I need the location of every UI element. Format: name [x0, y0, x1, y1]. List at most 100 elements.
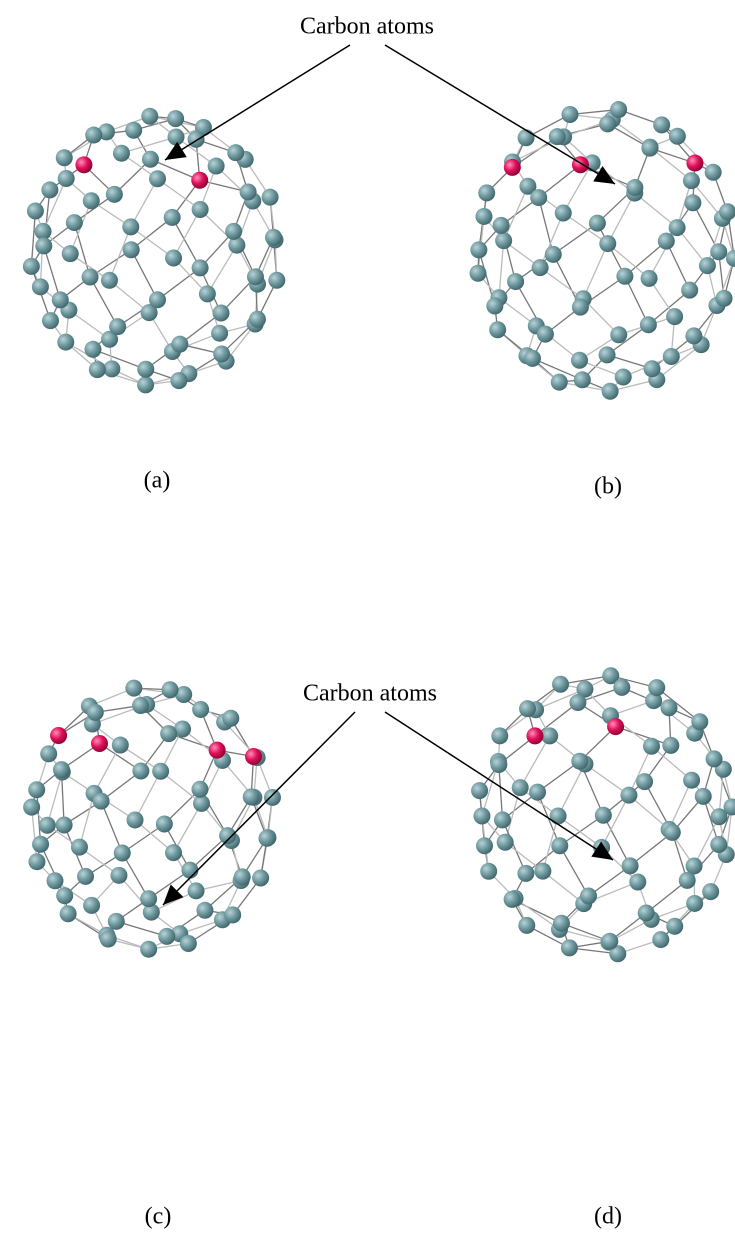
highlighted-atom	[191, 172, 208, 189]
atom	[640, 316, 657, 333]
atom	[149, 170, 166, 187]
atom	[28, 853, 45, 870]
arrow-head	[165, 142, 187, 160]
atom	[629, 874, 646, 891]
atom	[108, 913, 125, 930]
atom	[41, 181, 58, 198]
figure: Carbon atoms Carbon atoms (a) (b) (c) (d…	[0, 0, 735, 1247]
atom	[247, 268, 264, 285]
arrow-line	[165, 45, 350, 160]
atom	[32, 836, 49, 853]
atom	[162, 681, 179, 698]
highlighted-atom	[526, 727, 543, 744]
atom	[199, 285, 216, 302]
atom	[83, 192, 100, 209]
atom	[156, 815, 173, 832]
atom	[208, 158, 225, 175]
atom	[669, 128, 686, 145]
atom	[106, 186, 123, 203]
highlighted-atom	[607, 718, 624, 735]
atom	[494, 811, 511, 828]
atom	[158, 928, 175, 945]
atom	[684, 194, 701, 211]
atom	[53, 761, 70, 778]
atom	[683, 172, 700, 189]
atom	[710, 243, 727, 260]
molecule	[471, 667, 735, 962]
atom	[571, 352, 588, 369]
atom	[518, 917, 535, 934]
atom	[192, 701, 209, 718]
highlighted-atom	[91, 735, 108, 752]
atom	[726, 250, 735, 267]
panel-label: (a)	[144, 468, 171, 494]
atom	[264, 789, 281, 806]
atom	[706, 750, 723, 767]
atom	[125, 122, 142, 139]
atom	[35, 237, 52, 254]
atom	[83, 897, 100, 914]
atom	[486, 297, 503, 314]
panel-label: (c)	[145, 1204, 172, 1230]
atom	[491, 727, 508, 744]
atom	[58, 170, 75, 187]
atom	[470, 241, 487, 258]
atom	[243, 788, 260, 805]
atom	[602, 383, 619, 400]
atom	[666, 918, 683, 935]
bond	[504, 186, 528, 240]
atom	[42, 312, 59, 329]
atom	[653, 116, 670, 133]
atom	[658, 233, 675, 250]
atom	[168, 128, 185, 145]
atom	[489, 321, 506, 338]
atom	[170, 372, 187, 389]
highlighted-atom	[686, 155, 703, 172]
atom	[52, 291, 69, 308]
atom	[490, 756, 507, 773]
atom	[132, 763, 149, 780]
atom	[574, 371, 591, 388]
atom	[224, 906, 241, 923]
atom	[480, 863, 497, 880]
atom	[23, 258, 40, 275]
atom	[167, 110, 184, 127]
atom	[113, 145, 130, 162]
bond	[207, 245, 237, 294]
atom	[56, 887, 73, 904]
atom	[550, 808, 567, 825]
atom	[691, 713, 708, 730]
atom	[191, 781, 208, 798]
atom	[39, 817, 56, 834]
atom	[518, 129, 535, 146]
bond	[499, 241, 504, 298]
atom	[192, 259, 209, 276]
atom	[534, 863, 551, 880]
atom	[192, 201, 209, 218]
atom	[643, 738, 660, 755]
atom	[551, 837, 568, 854]
atom	[636, 773, 653, 790]
atom	[695, 788, 712, 805]
atom	[100, 931, 117, 948]
atom	[149, 291, 166, 308]
atom	[620, 787, 637, 804]
bond	[616, 727, 671, 746]
atom	[641, 270, 658, 287]
atom	[84, 341, 101, 358]
atom	[595, 807, 612, 824]
atom	[641, 140, 658, 157]
atom	[123, 241, 140, 258]
molecule	[23, 108, 285, 394]
atom	[493, 217, 510, 234]
atom	[681, 282, 698, 299]
atom	[180, 935, 197, 952]
atom	[679, 872, 696, 889]
atom	[616, 268, 633, 285]
atom	[664, 824, 681, 841]
atom	[240, 184, 257, 201]
atom	[504, 891, 521, 908]
atom	[196, 902, 213, 919]
atom	[77, 868, 94, 885]
highlighted-atom	[75, 156, 92, 173]
